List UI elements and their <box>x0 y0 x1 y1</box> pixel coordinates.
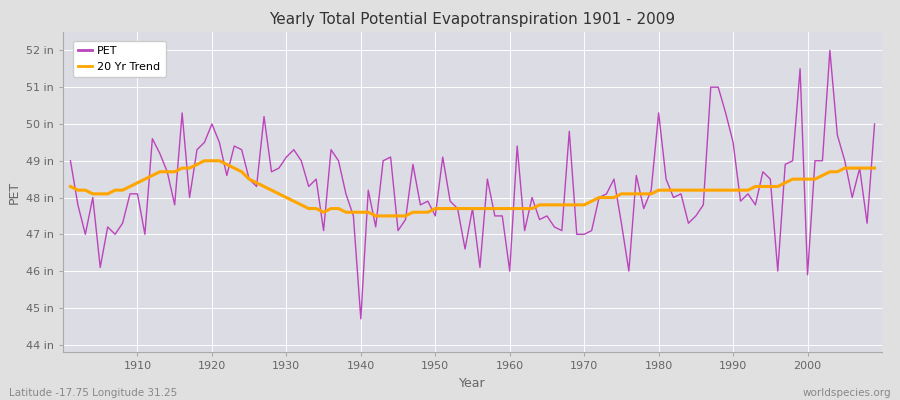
X-axis label: Year: Year <box>459 376 486 390</box>
Legend: PET, 20 Yr Trend: PET, 20 Yr Trend <box>73 41 166 78</box>
Text: worldspecies.org: worldspecies.org <box>803 388 891 398</box>
Text: Latitude -17.75 Longitude 31.25: Latitude -17.75 Longitude 31.25 <box>9 388 177 398</box>
Y-axis label: PET: PET <box>7 180 21 204</box>
Title: Yearly Total Potential Evapotranspiration 1901 - 2009: Yearly Total Potential Evapotranspiratio… <box>269 12 676 27</box>
